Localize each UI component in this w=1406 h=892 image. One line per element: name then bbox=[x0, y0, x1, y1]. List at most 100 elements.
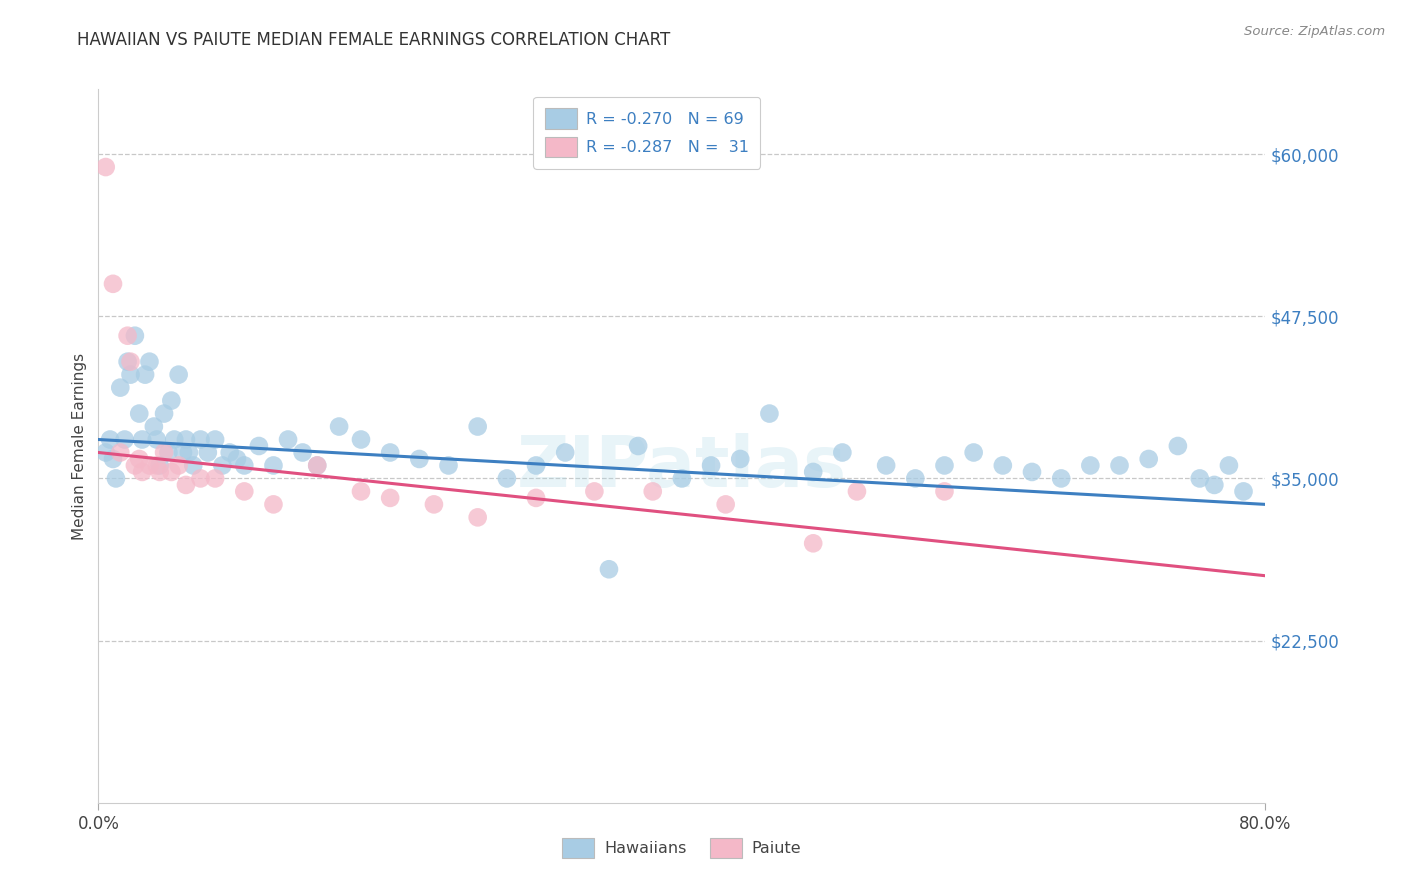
Point bbox=[408, 452, 430, 467]
Point bbox=[120, 354, 142, 368]
Point bbox=[94, 160, 117, 174]
Point bbox=[181, 458, 204, 473]
Point bbox=[157, 445, 180, 459]
Point bbox=[291, 445, 314, 459]
Point bbox=[142, 419, 165, 434]
Point bbox=[262, 458, 284, 473]
Point bbox=[801, 536, 824, 550]
Point bbox=[328, 419, 350, 434]
Point bbox=[801, 465, 824, 479]
Point bbox=[350, 484, 373, 499]
Point bbox=[117, 354, 139, 368]
Point bbox=[124, 458, 146, 473]
Legend: Hawaiians, Paiute: Hawaiians, Paiute bbox=[554, 830, 810, 866]
Point bbox=[120, 368, 142, 382]
Point bbox=[110, 445, 132, 459]
Point bbox=[149, 458, 172, 473]
Point bbox=[554, 445, 576, 459]
Point bbox=[627, 439, 650, 453]
Point bbox=[190, 471, 212, 485]
Point bbox=[211, 458, 233, 473]
Point bbox=[149, 465, 172, 479]
Point bbox=[160, 393, 183, 408]
Point bbox=[138, 354, 160, 368]
Point bbox=[174, 478, 197, 492]
Point bbox=[174, 433, 197, 447]
Point bbox=[146, 458, 169, 473]
Point bbox=[524, 491, 547, 505]
Point bbox=[138, 458, 160, 473]
Point bbox=[204, 433, 226, 447]
Point bbox=[1021, 465, 1043, 479]
Point bbox=[172, 445, 194, 459]
Point bbox=[524, 458, 547, 473]
Point bbox=[934, 484, 956, 499]
Point bbox=[131, 433, 153, 447]
Point bbox=[167, 458, 190, 473]
Point bbox=[496, 471, 519, 485]
Point bbox=[423, 497, 446, 511]
Point bbox=[307, 458, 329, 473]
Point bbox=[730, 452, 752, 467]
Point bbox=[700, 458, 723, 473]
Point bbox=[962, 445, 984, 459]
Point bbox=[134, 368, 156, 382]
Point bbox=[1204, 478, 1226, 492]
Point bbox=[846, 484, 869, 499]
Point bbox=[437, 458, 460, 473]
Point bbox=[94, 445, 117, 459]
Point bbox=[128, 452, 150, 467]
Point bbox=[98, 433, 121, 447]
Point bbox=[277, 433, 299, 447]
Point bbox=[197, 445, 219, 459]
Point bbox=[1050, 471, 1073, 485]
Point bbox=[117, 328, 139, 343]
Point bbox=[110, 381, 132, 395]
Point bbox=[671, 471, 693, 485]
Point bbox=[1137, 452, 1160, 467]
Point bbox=[758, 407, 780, 421]
Point bbox=[1108, 458, 1130, 473]
Point bbox=[991, 458, 1014, 473]
Point bbox=[262, 497, 284, 511]
Point bbox=[307, 458, 329, 473]
Point bbox=[641, 484, 664, 499]
Point bbox=[1188, 471, 1211, 485]
Point bbox=[153, 445, 176, 459]
Point bbox=[598, 562, 620, 576]
Point bbox=[233, 484, 256, 499]
Point bbox=[114, 433, 136, 447]
Point bbox=[167, 368, 190, 382]
Point bbox=[1167, 439, 1189, 453]
Point bbox=[218, 445, 240, 459]
Point bbox=[247, 439, 270, 453]
Point bbox=[226, 452, 249, 467]
Point bbox=[146, 433, 169, 447]
Point bbox=[190, 433, 212, 447]
Point bbox=[380, 491, 402, 505]
Point bbox=[177, 445, 200, 459]
Point bbox=[160, 465, 183, 479]
Point bbox=[204, 471, 226, 485]
Point bbox=[131, 465, 153, 479]
Point bbox=[714, 497, 737, 511]
Point bbox=[101, 452, 124, 467]
Point bbox=[904, 471, 927, 485]
Point bbox=[124, 328, 146, 343]
Point bbox=[934, 458, 956, 473]
Point bbox=[1218, 458, 1240, 473]
Text: HAWAIIAN VS PAIUTE MEDIAN FEMALE EARNINGS CORRELATION CHART: HAWAIIAN VS PAIUTE MEDIAN FEMALE EARNING… bbox=[77, 31, 671, 49]
Point bbox=[128, 407, 150, 421]
Point bbox=[153, 407, 176, 421]
Point bbox=[1232, 484, 1254, 499]
Point bbox=[467, 419, 489, 434]
Text: ZIPatlas: ZIPatlas bbox=[517, 433, 846, 502]
Point bbox=[467, 510, 489, 524]
Point bbox=[583, 484, 606, 499]
Point bbox=[350, 433, 373, 447]
Point bbox=[831, 445, 853, 459]
Point bbox=[1080, 458, 1102, 473]
Point bbox=[380, 445, 402, 459]
Point bbox=[163, 433, 186, 447]
Y-axis label: Median Female Earnings: Median Female Earnings bbox=[72, 352, 87, 540]
